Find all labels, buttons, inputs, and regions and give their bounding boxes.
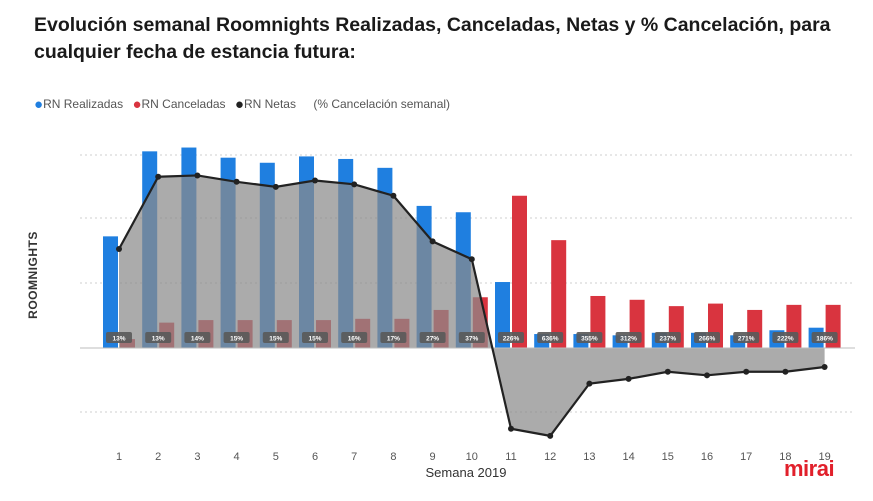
- cancel-pct-badge: [576, 332, 603, 343]
- point-netas: [586, 380, 593, 387]
- legend-dot-netas: ●: [234, 96, 244, 113]
- point-netas: [625, 375, 632, 382]
- point-netas: [116, 246, 122, 253]
- cancel-pct-label: 312%: [620, 336, 637, 343]
- bar-realizadas: [495, 282, 510, 348]
- legend-dot-canceladas: ●: [132, 96, 142, 113]
- cancel-pct-label: 27%: [426, 336, 439, 343]
- point-netas: [155, 173, 162, 180]
- cancel-pct-label: 266%: [699, 336, 716, 343]
- x-tick-label: 4: [234, 451, 240, 463]
- point-netas: [312, 177, 318, 184]
- x-axis-label: Semana 2019: [425, 465, 507, 480]
- point-netas: [743, 368, 750, 375]
- area-netas: [119, 175, 825, 436]
- cancel-pct-badge: [106, 332, 132, 343]
- point-netas: [233, 178, 240, 185]
- cancel-pct-badge: [223, 332, 250, 343]
- bar-canceladas: [551, 240, 567, 348]
- point-netas: [821, 364, 828, 370]
- cancel-pct-badge: [341, 332, 368, 343]
- brand-logo: mirai: [784, 456, 835, 481]
- cancel-pct-badge: [537, 332, 564, 343]
- chart-title: Evolución semanal Roomnights Realizadas,…: [34, 14, 831, 63]
- cancel-pct-label: 271%: [738, 336, 755, 343]
- x-tick-label: 12: [544, 451, 556, 463]
- cancel-pct-label: 13%: [152, 336, 165, 343]
- cancel-pct-label: 226%: [503, 336, 520, 343]
- cancel-pct-label: 37%: [465, 336, 478, 343]
- cancel-pct-badge: [145, 332, 172, 343]
- cancel-pct-badge: [654, 332, 681, 343]
- cancel-pct-label: 13%: [112, 336, 125, 343]
- cancel-pct-label: 636%: [542, 336, 559, 343]
- cancel-pct-badge: [694, 332, 720, 343]
- point-netas: [664, 368, 671, 375]
- x-tick-label: 18: [779, 451, 791, 463]
- x-tick-label: 2: [155, 451, 161, 463]
- cancel-pct-label: 15%: [230, 336, 243, 343]
- cancel-pct-label: 237%: [659, 336, 676, 343]
- cancel-pct-badge: [419, 332, 446, 343]
- cancel-pct-badge: [811, 332, 838, 343]
- cancel-pct-label: 186%: [816, 336, 833, 343]
- point-netas: [782, 368, 789, 375]
- x-tick-label: 8: [390, 451, 396, 463]
- cancel-pct-badge: [184, 332, 211, 343]
- cancel-pct-label: 15%: [308, 336, 321, 343]
- cancel-pct-badge: [733, 332, 760, 343]
- point-netas: [508, 425, 514, 432]
- legend-item-canceladas: ●RN Canceladas: [132, 96, 226, 113]
- cancel-pct-label: 222%: [777, 336, 794, 343]
- x-tick-label: 14: [622, 451, 634, 463]
- x-tick-label: 3: [194, 451, 200, 463]
- point-netas: [194, 172, 201, 179]
- point-netas: [272, 183, 279, 190]
- x-tick-label: 19: [818, 451, 830, 463]
- x-tick-label: 11: [505, 451, 516, 463]
- cancel-pct-badge: [772, 332, 799, 343]
- point-netas: [390, 192, 397, 199]
- cancel-pct-badge: [302, 332, 328, 343]
- legend-label-canceladas: RN Canceladas: [141, 97, 226, 111]
- legend-note: (% Cancelación semanal): [313, 97, 451, 111]
- cancel-pct-badge: [458, 332, 485, 343]
- x-tick-label: 13: [583, 451, 595, 463]
- y-axis-label: ROOMNIGHTS: [26, 231, 40, 319]
- legend-dot-realizadas: ●: [34, 96, 44, 113]
- x-tick-label: 10: [466, 451, 478, 463]
- cancel-pct-label: 17%: [387, 336, 400, 343]
- cancel-pct-badge: [380, 332, 407, 343]
- point-netas: [547, 432, 554, 439]
- legend-label-realizadas: RN Realizadas: [43, 97, 124, 111]
- cancel-pct-badge: [262, 332, 289, 343]
- point-netas: [704, 372, 710, 379]
- cancel-pct-label: 15%: [269, 336, 282, 343]
- x-tick-label: 5: [273, 451, 279, 463]
- x-tick-label: 9: [430, 451, 436, 463]
- point-netas: [429, 238, 436, 245]
- bar-realizadas: [103, 236, 118, 348]
- cancel-pct-label: 16%: [348, 336, 361, 343]
- bar-canceladas: [512, 195, 527, 348]
- legend: ●RN Realizadas ●RN Canceladas ●RN Netas …: [34, 96, 450, 113]
- x-tick-label: 1: [116, 451, 122, 463]
- x-tick-label: 15: [662, 451, 674, 463]
- point-netas: [351, 181, 358, 188]
- legend-item-realizadas: ●RN Realizadas: [34, 96, 124, 113]
- x-tick-label: 7: [351, 451, 357, 463]
- cancel-pct-label: 14%: [191, 336, 204, 343]
- x-tick-label: 16: [701, 451, 713, 463]
- cancel-pct-label: 355%: [581, 336, 598, 343]
- point-netas: [468, 256, 475, 263]
- cancel-pct-badge: [498, 332, 524, 343]
- x-tick-label: 6: [312, 451, 318, 463]
- legend-label-netas: RN Netas: [243, 97, 296, 111]
- legend-item-netas: ●RN Netas: [234, 96, 296, 113]
- x-tick-label: 17: [740, 451, 752, 463]
- cancel-pct-badge: [615, 332, 642, 343]
